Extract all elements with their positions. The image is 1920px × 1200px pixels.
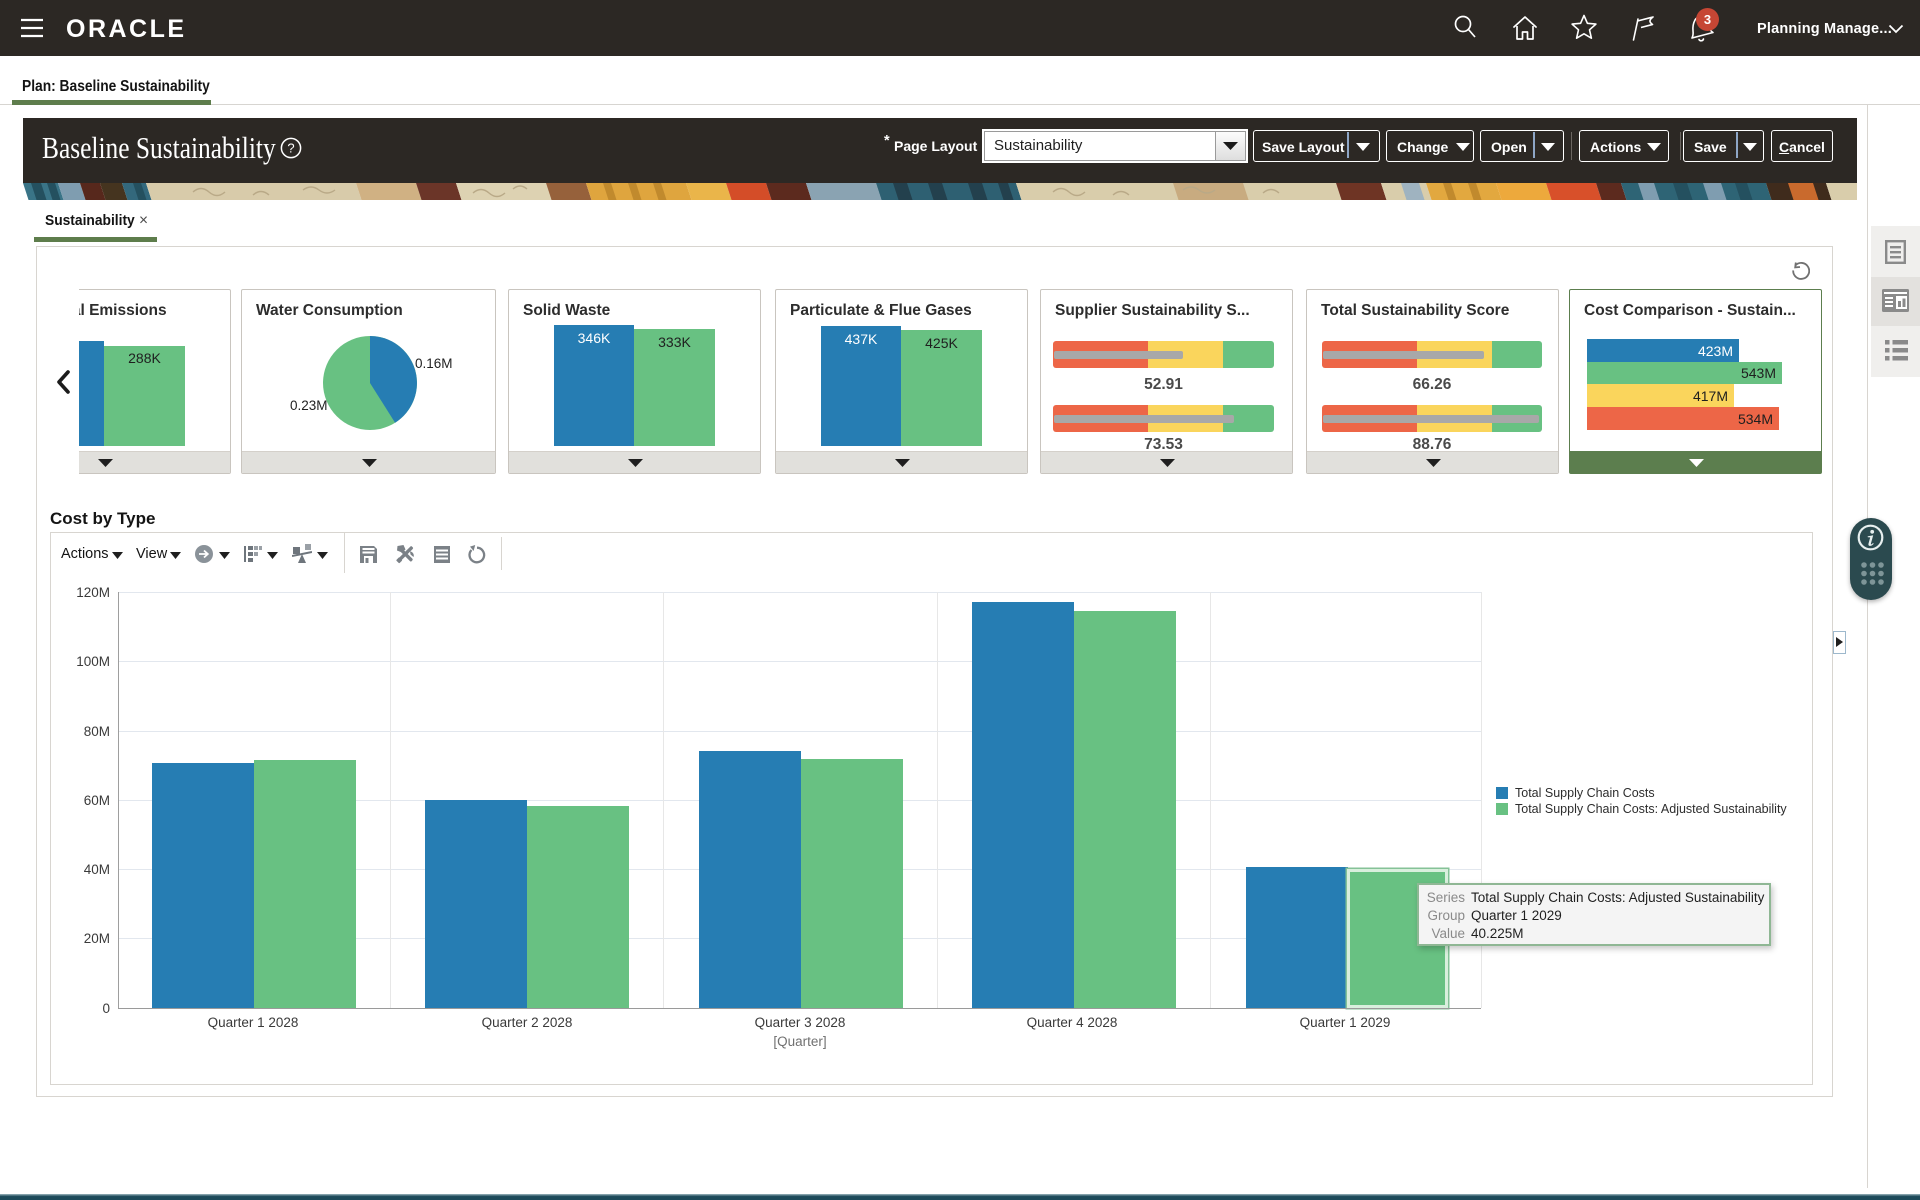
svg-text:?: ? xyxy=(287,141,294,156)
